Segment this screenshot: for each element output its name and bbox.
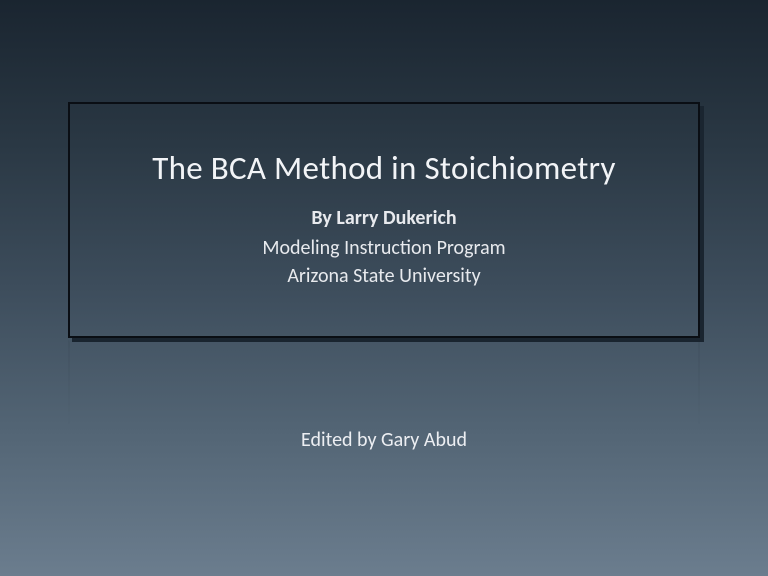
title-box: The BCA Method in Stoichiometry By Larry… xyxy=(68,102,700,338)
slide: The BCA Method in Stoichiometry By Larry… xyxy=(0,0,768,576)
slide-program: Modeling Instruction Program xyxy=(262,236,505,260)
slide-title: The BCA Method in Stoichiometry xyxy=(152,148,616,188)
slide-editor: Edited by Gary Abud xyxy=(0,428,768,452)
title-box-reflection xyxy=(68,340,700,430)
slide-university: Arizona State University xyxy=(287,264,480,288)
slide-author: By Larry Dukerich xyxy=(311,206,456,230)
